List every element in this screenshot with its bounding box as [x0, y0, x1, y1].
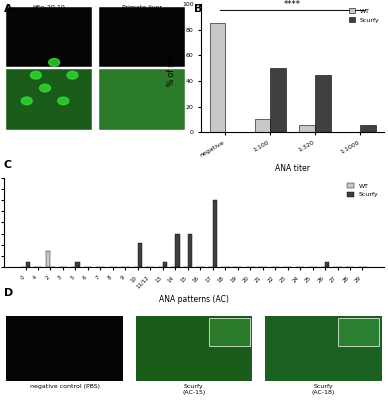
- Text: C: C: [4, 160, 12, 170]
- X-axis label: ANA patterns (AC): ANA patterns (AC): [159, 295, 229, 304]
- Bar: [46, 250, 50, 267]
- Bar: [265, 316, 381, 381]
- Y-axis label: % of sera: % of sera: [168, 50, 177, 86]
- Bar: [99, 70, 185, 130]
- Bar: [6, 6, 92, 67]
- Legend: WT, Scurfy: WT, Scurfy: [348, 7, 381, 24]
- Text: Primate liver: Primate liver: [122, 5, 162, 10]
- Legend: WT, Scurfy: WT, Scurfy: [345, 181, 381, 200]
- Bar: [188, 234, 192, 267]
- Bar: [136, 316, 252, 381]
- Bar: [7, 316, 123, 381]
- Circle shape: [21, 97, 32, 105]
- Bar: [99, 6, 185, 67]
- Circle shape: [67, 71, 78, 79]
- Bar: [210, 23, 225, 132]
- Text: Scurfy
(AC-15): Scurfy (AC-15): [182, 384, 206, 395]
- Bar: [270, 68, 286, 132]
- Bar: [213, 200, 217, 267]
- Text: A: A: [4, 4, 12, 14]
- Circle shape: [58, 97, 69, 105]
- Bar: [209, 318, 250, 346]
- Bar: [163, 262, 167, 267]
- Text: Scurfy
(AC-18): Scurfy (AC-18): [312, 384, 335, 395]
- Bar: [26, 262, 30, 267]
- Bar: [75, 262, 80, 267]
- Bar: [6, 70, 92, 130]
- Circle shape: [40, 84, 50, 92]
- Circle shape: [48, 58, 60, 66]
- Text: B: B: [194, 4, 203, 14]
- Bar: [315, 74, 331, 132]
- Text: D: D: [4, 288, 13, 298]
- X-axis label: ANA titer: ANA titer: [275, 164, 310, 173]
- Bar: [300, 125, 315, 132]
- Text: HEp-20-10: HEp-20-10: [32, 5, 65, 10]
- Bar: [255, 120, 270, 132]
- Circle shape: [30, 71, 42, 79]
- Text: ****: ****: [284, 0, 301, 9]
- Bar: [175, 234, 180, 267]
- Bar: [338, 318, 379, 346]
- Bar: [325, 262, 329, 267]
- Bar: [360, 125, 376, 132]
- Bar: [138, 243, 142, 267]
- Text: negative control (PBS): negative control (PBS): [30, 384, 100, 389]
